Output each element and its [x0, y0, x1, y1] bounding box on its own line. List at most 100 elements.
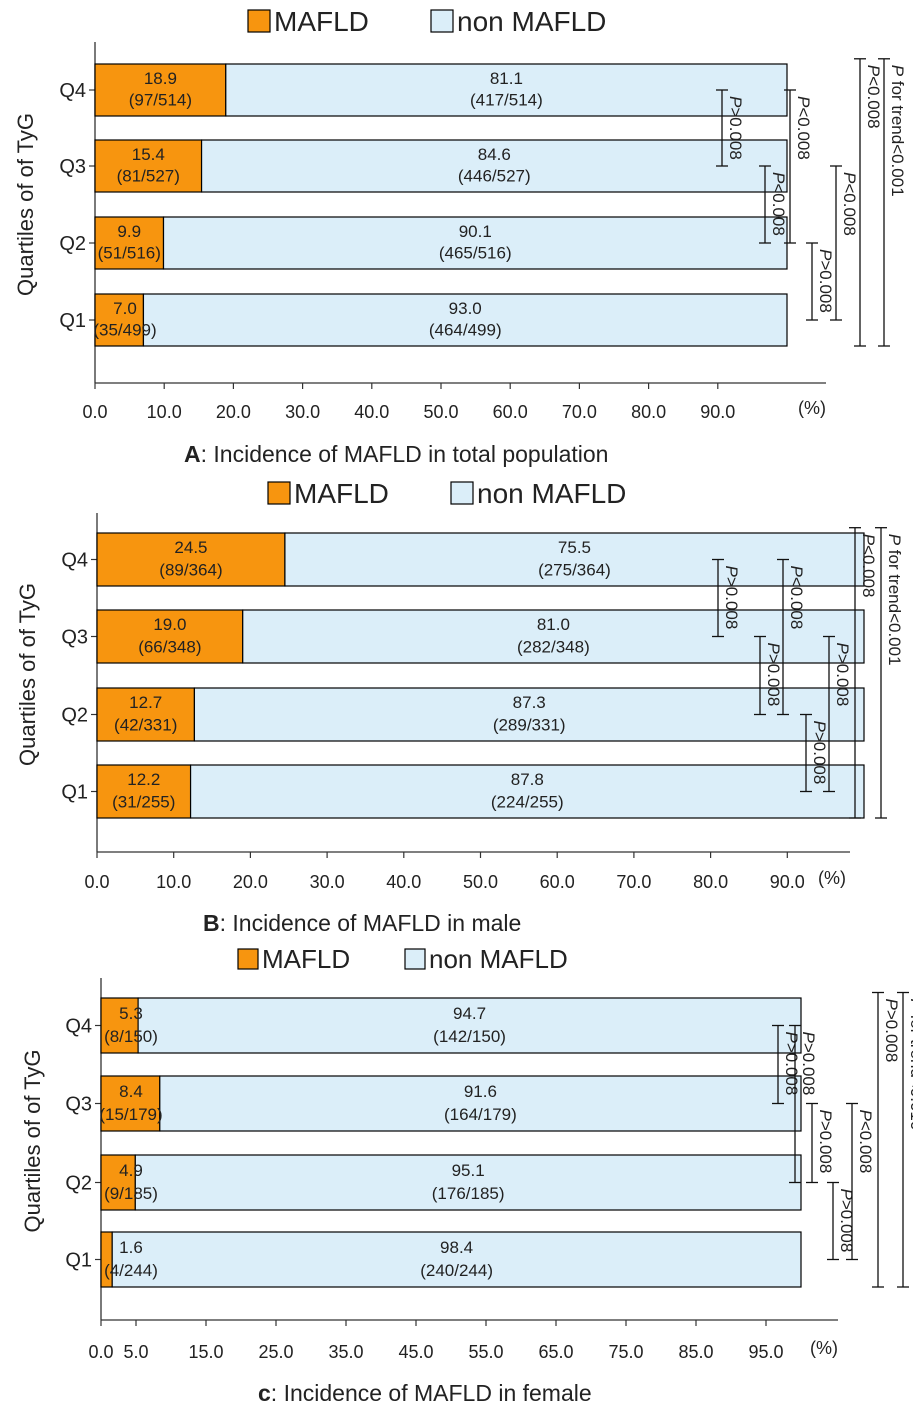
p-letter: P: [726, 96, 745, 108]
p-letter: P: [833, 643, 852, 655]
data-label-mafld-value: 18.9: [144, 69, 177, 88]
significance-bracket: P>0.008: [827, 1181, 856, 1261]
data-label-non-mafld-count: (224/255): [491, 792, 564, 811]
x-tick-label: 15.0: [188, 1342, 223, 1362]
legend-label-non-mafld: non MAFLD: [429, 944, 568, 974]
p-letter: P: [856, 1110, 875, 1122]
data-label-mafld-value: 19.0: [153, 615, 186, 634]
p-letter: P: [794, 96, 813, 108]
data-label-mafld-count: (4/244): [104, 1261, 158, 1280]
p-condition: >0.008: [764, 654, 783, 706]
x-tick-label: 0.0: [84, 872, 109, 892]
y-category-label: Q1: [61, 782, 88, 804]
p-condition: >0.008: [816, 260, 835, 312]
x-tick-label: 90.0: [700, 402, 735, 422]
p-condition: <0.008: [787, 577, 806, 629]
bracket-label: P>0.008: [816, 1110, 835, 1174]
bar-non-mafld-q2: [193, 687, 865, 742]
bracket-label: P<0.008: [794, 96, 813, 160]
data-label-mafld-count: (15/179): [99, 1105, 162, 1124]
y-category-label: Q3: [61, 627, 88, 649]
data-label-non-mafld-count: (164/179): [444, 1105, 517, 1124]
data-label-non-mafld-count: (289/331): [493, 715, 566, 734]
bar-non-mafld-q4: [284, 532, 865, 587]
x-tick-label: 45.0: [398, 1342, 433, 1362]
significance-bracket: P<0.008: [759, 165, 788, 244]
significance-bracket: P<0.008: [777, 558, 806, 716]
y-axis-label: Quartiles of of TyG: [20, 1049, 45, 1232]
data-label-mafld-count: (8/150): [104, 1027, 158, 1046]
p-condition: <0.008: [840, 183, 859, 235]
data-label-mafld-value: 8.4: [119, 1082, 143, 1101]
bracket-label: P>0.008: [837, 1189, 856, 1253]
data-label-non-mafld-value: 81.0: [537, 615, 570, 634]
x-tick-label: 10.0: [156, 872, 191, 892]
data-label-mafld-count: (66/348): [138, 637, 201, 656]
p-condition: >0.008: [833, 654, 852, 706]
legend: MAFLD non MAFLD: [237, 944, 568, 974]
data-label-non-mafld-count: (240/244): [420, 1261, 493, 1280]
x-tick-label: 40.0: [354, 402, 389, 422]
data-label-non-mafld-count: (446/527): [458, 167, 531, 186]
bracket-label: P<0.008: [864, 65, 883, 129]
data-label-non-mafld-value: 87.8: [511, 770, 544, 789]
significance-bracket: P<0.008: [849, 527, 878, 819]
data-label-non-mafld-value: 94.7: [453, 1004, 486, 1023]
legend-label-mafld: MAFLD: [262, 944, 350, 974]
x-tick-label: 55.0: [468, 1342, 503, 1362]
data-label-non-mafld-value: 81.1: [490, 69, 523, 88]
p-letter: P: [787, 566, 806, 578]
data-label-non-mafld-value: 93.0: [449, 299, 482, 318]
bar-non-mafld-q3: [200, 139, 788, 193]
significance-bracket: P>0.008: [823, 635, 852, 793]
x-tick-label: 30.0: [285, 402, 320, 422]
x-tick-label: 70.0: [616, 872, 651, 892]
legend-label-non-mafld: non MAFLD: [457, 6, 606, 37]
panel-caption: A: Incidence of MAFLD in total populatio…: [184, 441, 608, 467]
legend-label-mafld: MAFLD: [294, 478, 389, 509]
y-axis-label: Quartiles of of TyG: [15, 583, 40, 766]
p-condition: <0.008: [769, 183, 788, 235]
x-unit-label: (%): [818, 868, 846, 888]
bar-non-mafld-q1: [189, 764, 865, 819]
data-label-mafld-count: (89/364): [159, 560, 222, 579]
data-label-mafld-count: (81/527): [117, 167, 180, 186]
p-condition: <0.008: [859, 545, 878, 597]
x-tick-label: 80.0: [693, 872, 728, 892]
data-label-mafld-value: 7.0: [113, 299, 137, 318]
bracket-label: P for trend<0.001: [888, 65, 907, 197]
data-label-non-mafld-value: 87.3: [513, 693, 546, 712]
y-category-label: Q1: [65, 1250, 92, 1272]
p-condition: <0.008: [864, 76, 883, 128]
x-tick-label: 85.0: [678, 1342, 713, 1362]
data-label-non-mafld-count: (142/150): [433, 1027, 506, 1046]
x-tick-label: 20.0: [216, 402, 251, 422]
p-letter: P: [864, 65, 883, 77]
data-label-mafld-value: 24.5: [174, 538, 207, 557]
data-label-mafld-value: 12.7: [129, 693, 162, 712]
y-axis-label: Quartiles of of TyG: [13, 113, 38, 296]
x-tick-label: 80.0: [631, 402, 666, 422]
significance-bracket: P<0.008: [846, 1102, 875, 1261]
bracket-label: P>0.008: [799, 1032, 818, 1096]
p-letter: P: [769, 172, 788, 184]
significance-bracket: P<0.008: [854, 58, 883, 347]
p-condition: >0.008: [882, 1010, 901, 1062]
p-letter: P: [882, 999, 901, 1011]
bracket-label: P for trend<0.010: [907, 999, 913, 1131]
data-label-non-mafld-value: 91.6: [464, 1082, 497, 1101]
panel-title: : Incidence of MAFLD in male: [220, 910, 522, 936]
p-letter: P: [859, 534, 878, 546]
data-label-mafld-count: (9/185): [104, 1184, 158, 1203]
panel-title: : Incidence of MAFLD in female: [271, 1380, 592, 1406]
bracket-label: P<0.008: [769, 172, 788, 236]
bar-non-mafld-q1: [142, 293, 788, 347]
y-category-label: Q4: [65, 1016, 92, 1038]
p-letter: P: [885, 534, 904, 546]
bracket-label: P>0.008: [833, 643, 852, 707]
bracket-label: P<0.008: [787, 566, 806, 630]
x-tick-label: 75.0: [608, 1342, 643, 1362]
legend-label-mafld: MAFLD: [274, 6, 369, 37]
significance-bracket: P>0.008: [716, 89, 745, 167]
x-tick-label: 60.0: [540, 872, 575, 892]
